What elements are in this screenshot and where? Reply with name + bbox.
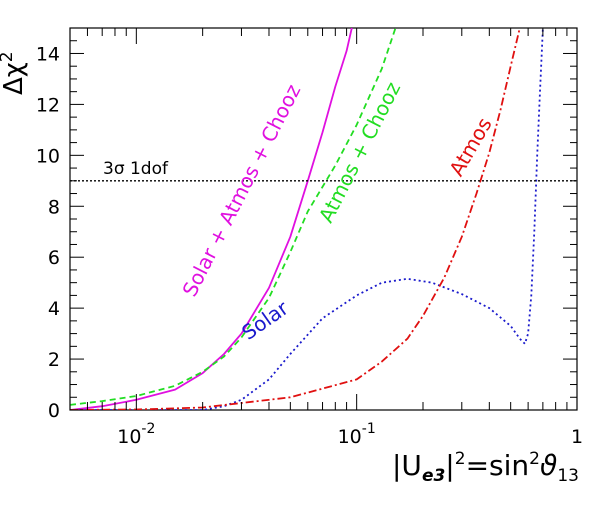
y-tick-label: 10 bbox=[36, 145, 60, 167]
x-tick-label: 1 bbox=[571, 426, 583, 448]
series-group bbox=[70, 28, 544, 410]
series-line-solar bbox=[70, 28, 544, 410]
series-label-atmos-chooz: Atmos + Chooz bbox=[314, 78, 405, 226]
series-line-solar-atmos-chooz bbox=[70, 28, 353, 410]
y-tick-label: 4 bbox=[48, 298, 60, 320]
y-tick-label: 6 bbox=[48, 247, 60, 269]
series-label-solar-atmos-chooz: Solar + Atmos + Chooz bbox=[177, 80, 305, 300]
axes-group: 0 2 4 6 8 10 12 14 10-2 10-1 1 bbox=[36, 27, 583, 448]
y-tick-label: 14 bbox=[36, 43, 60, 65]
x-tick-label: 10-1 bbox=[338, 421, 376, 448]
reference-line-label: 3σ 1dof bbox=[103, 159, 169, 179]
series-labels-group: Solar + Atmos + Chooz Atmos + ChoozSolarA… bbox=[177, 78, 496, 345]
reference-line-group: 3σ 1dof bbox=[70, 159, 577, 182]
series-line-atmos-chooz bbox=[70, 28, 397, 406]
y-tick-label: 12 bbox=[36, 94, 60, 116]
x-axis-title: |Ue3|2=sin2ϑ13 bbox=[392, 449, 579, 486]
y-axis-title: Δχ2 bbox=[0, 51, 29, 95]
y-tick-label: 2 bbox=[48, 349, 60, 371]
series-line-atmos bbox=[70, 28, 521, 410]
y-tick-label: 0 bbox=[48, 400, 60, 422]
y-tick-label: 8 bbox=[48, 196, 60, 218]
series-label-atmos: Atmos bbox=[444, 113, 496, 180]
x-tick-label: 10-2 bbox=[117, 421, 155, 448]
